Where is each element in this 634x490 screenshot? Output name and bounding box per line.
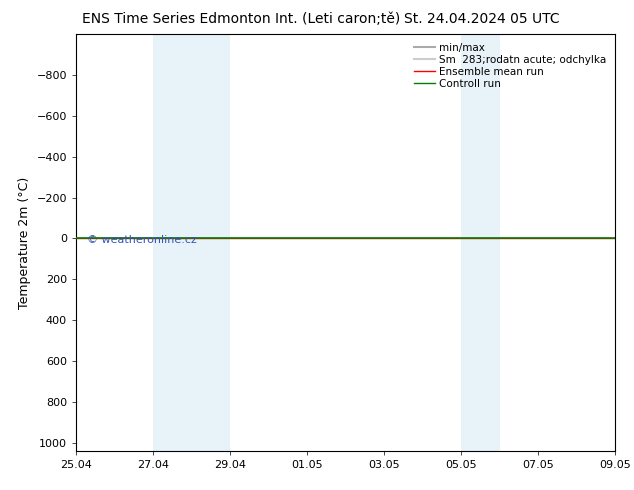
Text: © weatheronline.cz: © weatheronline.cz xyxy=(87,236,197,245)
Text: St. 24.04.2024 05 UTC: St. 24.04.2024 05 UTC xyxy=(404,12,560,26)
Legend: min/max, Sm  283;rodatn acute; odchylka, Ensemble mean run, Controll run: min/max, Sm 283;rodatn acute; odchylka, … xyxy=(411,40,610,92)
Text: ENS Time Series Edmonton Int. (Leti caron;tě): ENS Time Series Edmonton Int. (Leti caro… xyxy=(82,12,400,26)
Y-axis label: Temperature 2m (°C): Temperature 2m (°C) xyxy=(18,176,31,309)
Bar xyxy=(461,34,500,451)
Bar xyxy=(153,34,230,451)
